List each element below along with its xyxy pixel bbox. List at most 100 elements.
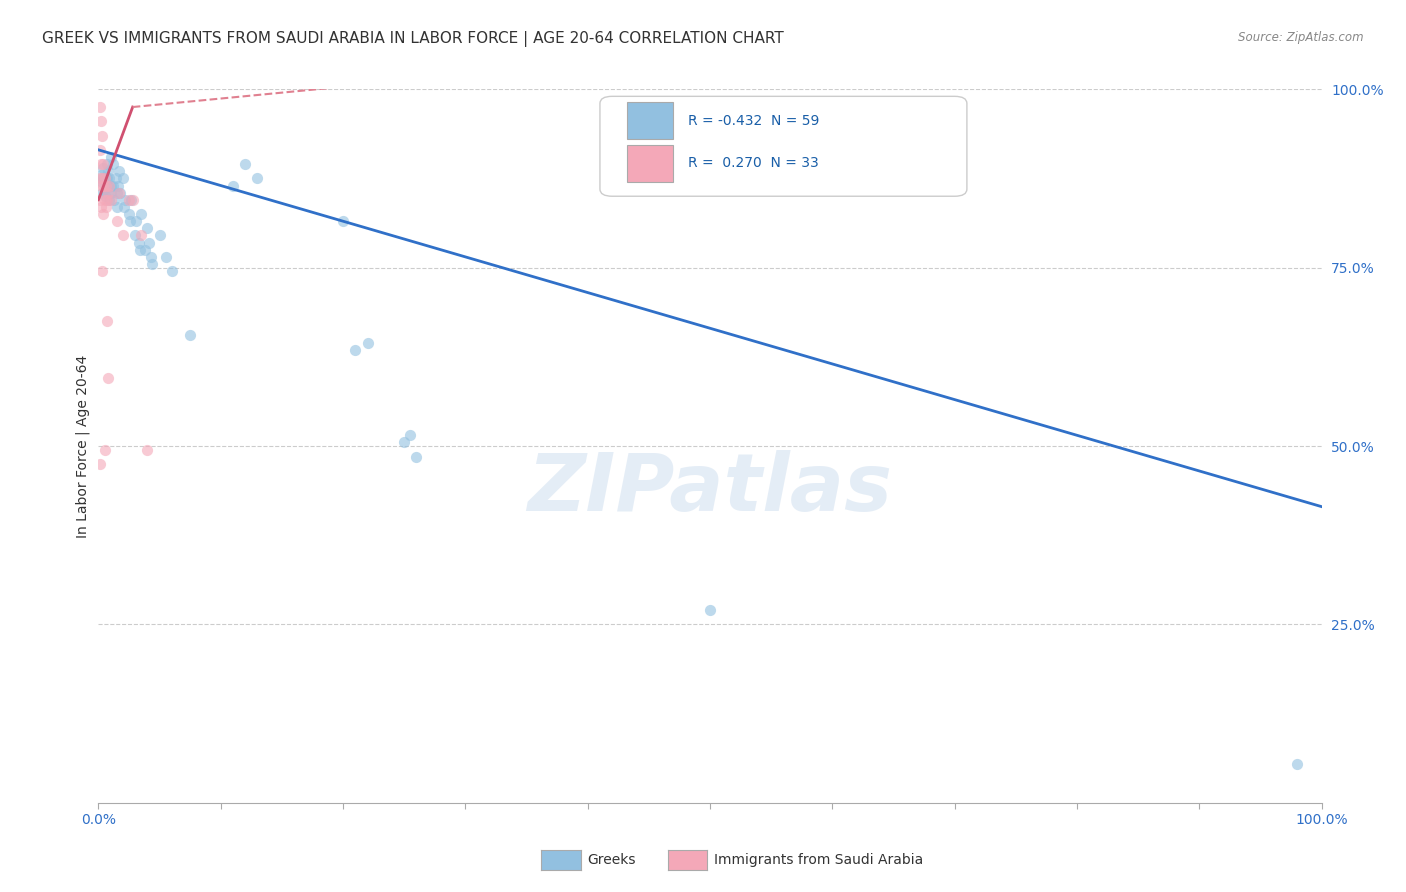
Point — [110, 186, 132, 200]
Point — [93, 175, 115, 189]
Point — [90, 168, 112, 182]
Point — [93, 182, 115, 196]
Point — [344, 343, 367, 357]
Point — [89, 143, 111, 157]
Point — [155, 250, 177, 264]
Point — [91, 186, 114, 200]
Point — [91, 207, 114, 221]
Text: ZIPatlas: ZIPatlas — [527, 450, 893, 528]
Text: Greeks: Greeks — [588, 853, 636, 867]
Point — [97, 186, 120, 200]
Point — [90, 157, 112, 171]
Point — [103, 193, 125, 207]
Point — [118, 193, 141, 207]
Point — [94, 186, 117, 200]
Text: Immigrants from Saudi Arabia: Immigrants from Saudi Arabia — [714, 853, 924, 867]
Point — [89, 100, 111, 114]
Point — [89, 171, 111, 186]
FancyBboxPatch shape — [627, 102, 673, 139]
Point — [93, 193, 115, 207]
Point — [392, 435, 416, 450]
Point — [136, 442, 159, 457]
Point — [97, 371, 120, 385]
Point — [96, 171, 118, 186]
Point — [91, 161, 114, 175]
Point — [96, 314, 118, 328]
Point — [94, 178, 117, 193]
Point — [179, 328, 201, 343]
Point — [120, 193, 142, 207]
Point — [160, 264, 183, 278]
Point — [91, 264, 114, 278]
Point — [136, 221, 159, 235]
Point — [91, 157, 114, 171]
Point — [91, 128, 114, 143]
Point — [101, 178, 124, 193]
Point — [111, 171, 134, 186]
Point — [107, 178, 129, 193]
Point — [97, 178, 120, 193]
Point — [91, 171, 114, 186]
Point — [121, 193, 143, 207]
Point — [139, 250, 162, 264]
Point — [94, 171, 117, 186]
Point — [104, 171, 127, 186]
Point — [134, 243, 156, 257]
Point — [98, 178, 121, 193]
Point — [105, 200, 128, 214]
Point — [124, 228, 146, 243]
Point — [125, 214, 148, 228]
Point — [100, 150, 122, 164]
Point — [94, 200, 117, 214]
Point — [98, 193, 121, 207]
Point — [108, 186, 131, 200]
Point — [129, 243, 152, 257]
Point — [114, 193, 136, 207]
Point — [96, 157, 118, 171]
Point — [90, 200, 112, 214]
Point — [91, 178, 114, 193]
Point — [93, 171, 115, 186]
Point — [90, 178, 112, 193]
Point — [356, 335, 378, 350]
Point — [399, 428, 422, 442]
Point — [89, 193, 111, 207]
Point — [699, 603, 721, 617]
Point — [100, 186, 122, 200]
Point — [120, 214, 142, 228]
Point — [100, 178, 122, 193]
Point — [129, 207, 152, 221]
Point — [111, 228, 134, 243]
Point — [105, 214, 128, 228]
Point — [101, 157, 124, 171]
Point — [129, 228, 152, 243]
Point — [222, 178, 245, 193]
Point — [90, 114, 112, 128]
Point — [100, 193, 122, 207]
Point — [91, 171, 114, 186]
Point — [94, 178, 117, 193]
Y-axis label: In Labor Force | Age 20-64: In Labor Force | Age 20-64 — [76, 354, 90, 538]
Point — [89, 457, 111, 471]
Point — [332, 214, 354, 228]
Point — [246, 171, 269, 186]
FancyBboxPatch shape — [627, 145, 673, 182]
Point — [118, 207, 141, 221]
Point — [112, 200, 135, 214]
Point — [108, 164, 131, 178]
Point — [138, 235, 160, 250]
Point — [105, 186, 128, 200]
Point — [141, 257, 163, 271]
Text: GREEK VS IMMIGRANTS FROM SAUDI ARABIA IN LABOR FORCE | AGE 20-64 CORRELATION CHA: GREEK VS IMMIGRANTS FROM SAUDI ARABIA IN… — [42, 31, 785, 47]
Text: R = -0.432  N = 59: R = -0.432 N = 59 — [688, 113, 820, 128]
Point — [1286, 756, 1309, 771]
Text: Source: ZipAtlas.com: Source: ZipAtlas.com — [1239, 31, 1364, 45]
Point — [149, 228, 172, 243]
Point — [405, 450, 427, 464]
Point — [97, 164, 120, 178]
Text: R =  0.270  N = 33: R = 0.270 N = 33 — [688, 156, 818, 170]
Point — [93, 189, 115, 203]
Point — [96, 193, 118, 207]
Point — [98, 171, 121, 186]
Point — [93, 442, 115, 457]
